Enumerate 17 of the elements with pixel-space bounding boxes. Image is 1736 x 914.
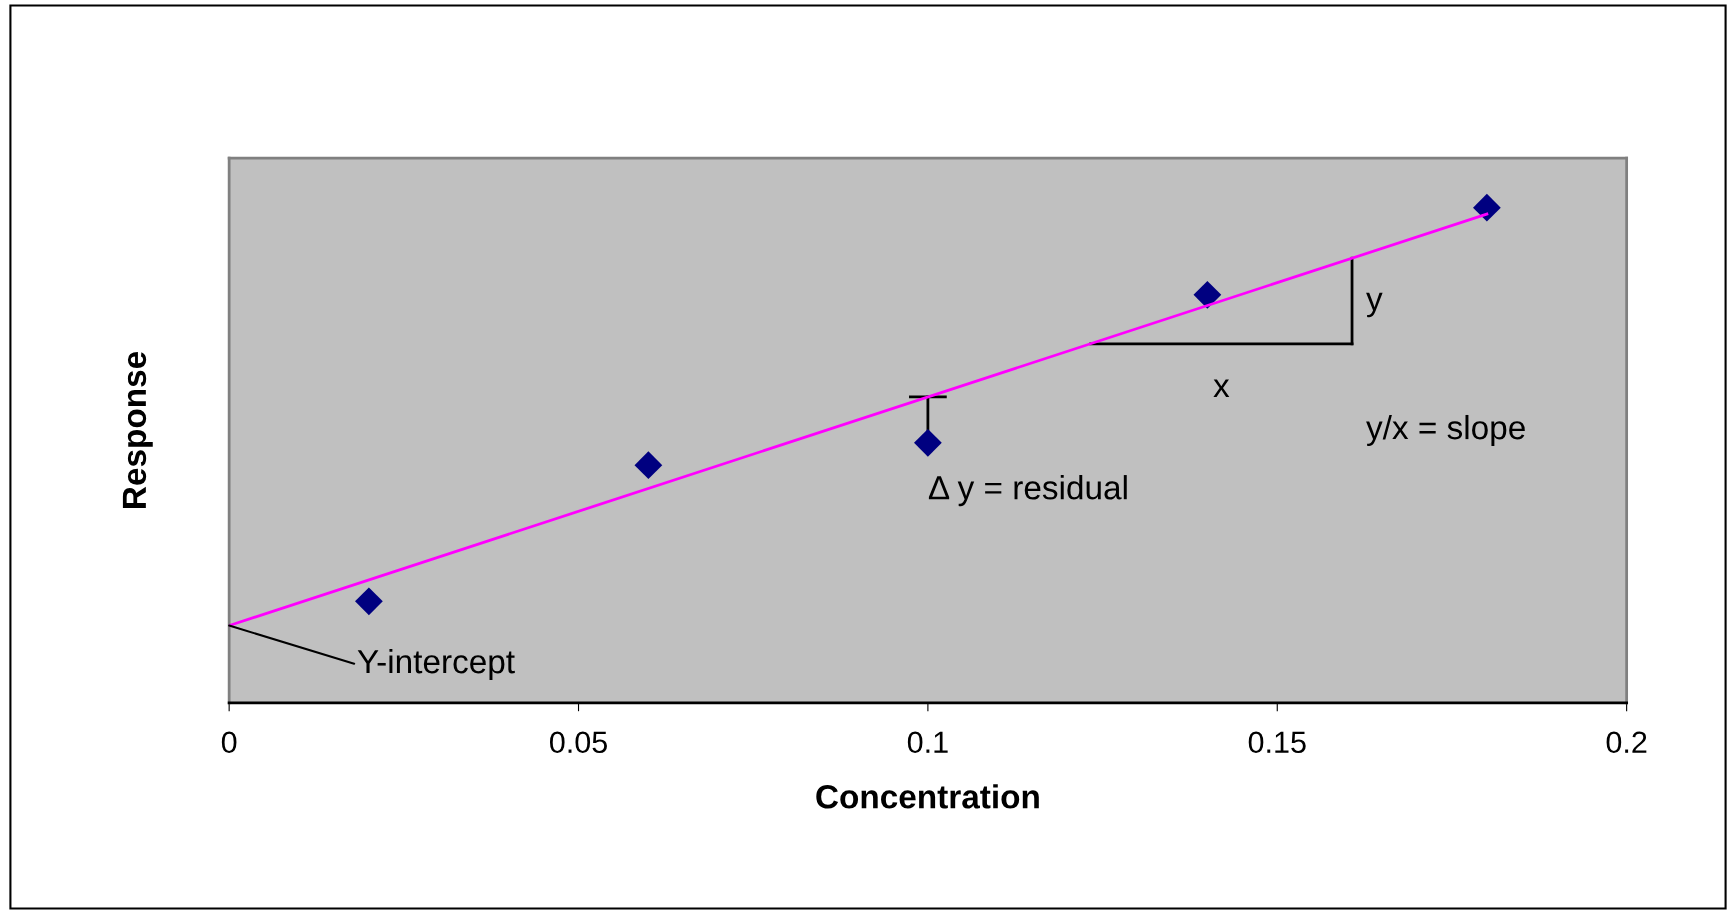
point — [914, 428, 942, 457]
annotation: y/x = slope — [1366, 414, 1525, 447]
point — [1473, 193, 1501, 222]
x-tick-label: 0.15 — [1248, 731, 1306, 754]
x-axis-title: Concentration — [816, 784, 1039, 809]
point — [1193, 280, 1222, 309]
x-tick-label: 0.05 — [549, 731, 607, 754]
annotation: Y-intercept — [357, 648, 515, 681]
annotation: Δ y = residual — [928, 475, 1127, 507]
x-tick-label: 0.1 — [907, 731, 948, 754]
point — [634, 451, 663, 480]
x-tick-label: 0 — [221, 731, 237, 754]
y-axis-title: Response — [122, 351, 153, 508]
annotation: x — [1213, 379, 1230, 398]
point — [355, 587, 383, 616]
annotation: y — [1366, 292, 1383, 318]
x-tick-label: 0.2 — [1606, 731, 1647, 754]
